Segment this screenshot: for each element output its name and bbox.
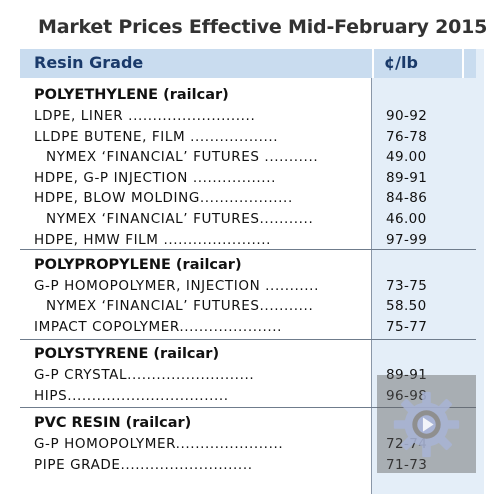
watermark-overlay <box>377 375 476 473</box>
table-row: NYMEX ‘FINANCIAL’ FUTURES........... 46.… <box>20 211 476 231</box>
row-price: 84-86 <box>386 190 428 206</box>
section-title-pvc: PVC RESIN (railcar) <box>34 415 192 431</box>
table-row: LDPE, LINER .......................... 9… <box>20 108 476 128</box>
row-price: 90-92 <box>386 108 428 124</box>
gear-icon <box>393 391 460 458</box>
section-title-polypropylene: POLYPROPYLENE (railcar) <box>34 257 242 273</box>
row-label: HIPS................................. <box>34 388 229 404</box>
row-price: 96-98 <box>386 388 428 404</box>
row-price: 46.00 <box>386 211 427 227</box>
table-row: G-P CRYSTAL.......................... 89… <box>20 367 476 387</box>
row-label: HDPE, G-P INJECTION ................. <box>34 170 276 186</box>
unit-header: ¢/lb <box>384 53 418 72</box>
row-price: 89-91 <box>386 170 428 186</box>
row-label: IMPACT COPOLYMER..................... <box>34 319 283 335</box>
table-row: HDPE, HMW FILM ...................... 97… <box>20 232 476 252</box>
resin-grade-header: Resin Grade <box>34 53 144 72</box>
row-label: NYMEX ‘FINANCIAL’ FUTURES ........... <box>46 149 319 165</box>
table-header: Resin Grade ¢/lb <box>20 49 476 78</box>
row-label: G-P HOMOPOLYMER...................... <box>34 436 284 452</box>
row-label: G-P CRYSTAL.......................... <box>34 367 255 383</box>
table-row: G-P HOMOPOLYMER, INJECTION ........... 7… <box>20 278 476 298</box>
row-price: 71-73 <box>386 457 428 473</box>
row-label: HDPE, BLOW MOLDING................... <box>34 190 293 206</box>
row-label: NYMEX ‘FINANCIAL’ FUTURES........... <box>46 211 314 227</box>
row-label: G-P HOMOPOLYMER, INJECTION ........... <box>34 278 319 294</box>
table-row: PIPE GRADE........................... 71… <box>20 457 476 477</box>
section-title-polystyrene: POLYSTYRENE (railcar) <box>34 346 220 362</box>
row-price: 58.50 <box>386 298 427 314</box>
row-price: 97-99 <box>386 232 428 248</box>
section-divider <box>20 339 476 340</box>
section-title-polyethylene: POLYETHYLENE (railcar) <box>34 87 229 103</box>
price-table: Resin Grade ¢/lb POLYETHYLENE (railcar) … <box>20 49 484 494</box>
row-label: LDPE, LINER .......................... <box>34 108 256 124</box>
row-price: 89-91 <box>386 367 428 383</box>
row-price: 75-77 <box>386 319 428 335</box>
section-divider <box>20 249 476 250</box>
row-label: NYMEX ‘FINANCIAL’ FUTURES........... <box>46 298 314 314</box>
table-row: IMPACT COPOLYMER..................... 75… <box>20 319 476 339</box>
column-divider <box>371 78 372 494</box>
table-row: HDPE, G-P INJECTION ................. 89… <box>20 170 476 190</box>
row-price: 49.00 <box>386 149 427 165</box>
row-price: 73-75 <box>386 278 428 294</box>
row-label: HDPE, HMW FILM ...................... <box>34 232 272 248</box>
table-row: HDPE, BLOW MOLDING................... 84… <box>20 190 476 210</box>
row-label: PIPE GRADE........................... <box>34 457 253 473</box>
table-row: NYMEX ‘FINANCIAL’ FUTURES........... 58.… <box>20 298 476 318</box>
section-divider <box>20 407 476 408</box>
table-row: HIPS................................. 96… <box>20 388 476 408</box>
row-price: 76-78 <box>386 129 428 145</box>
table-row: LLDPE BUTENE, FILM .................. 76… <box>20 129 476 149</box>
row-label: LLDPE BUTENE, FILM .................. <box>34 129 279 145</box>
table-row: NYMEX ‘FINANCIAL’ FUTURES ........... 49… <box>20 149 476 169</box>
page-title: Market Prices Effective Mid-February 201… <box>38 16 488 38</box>
